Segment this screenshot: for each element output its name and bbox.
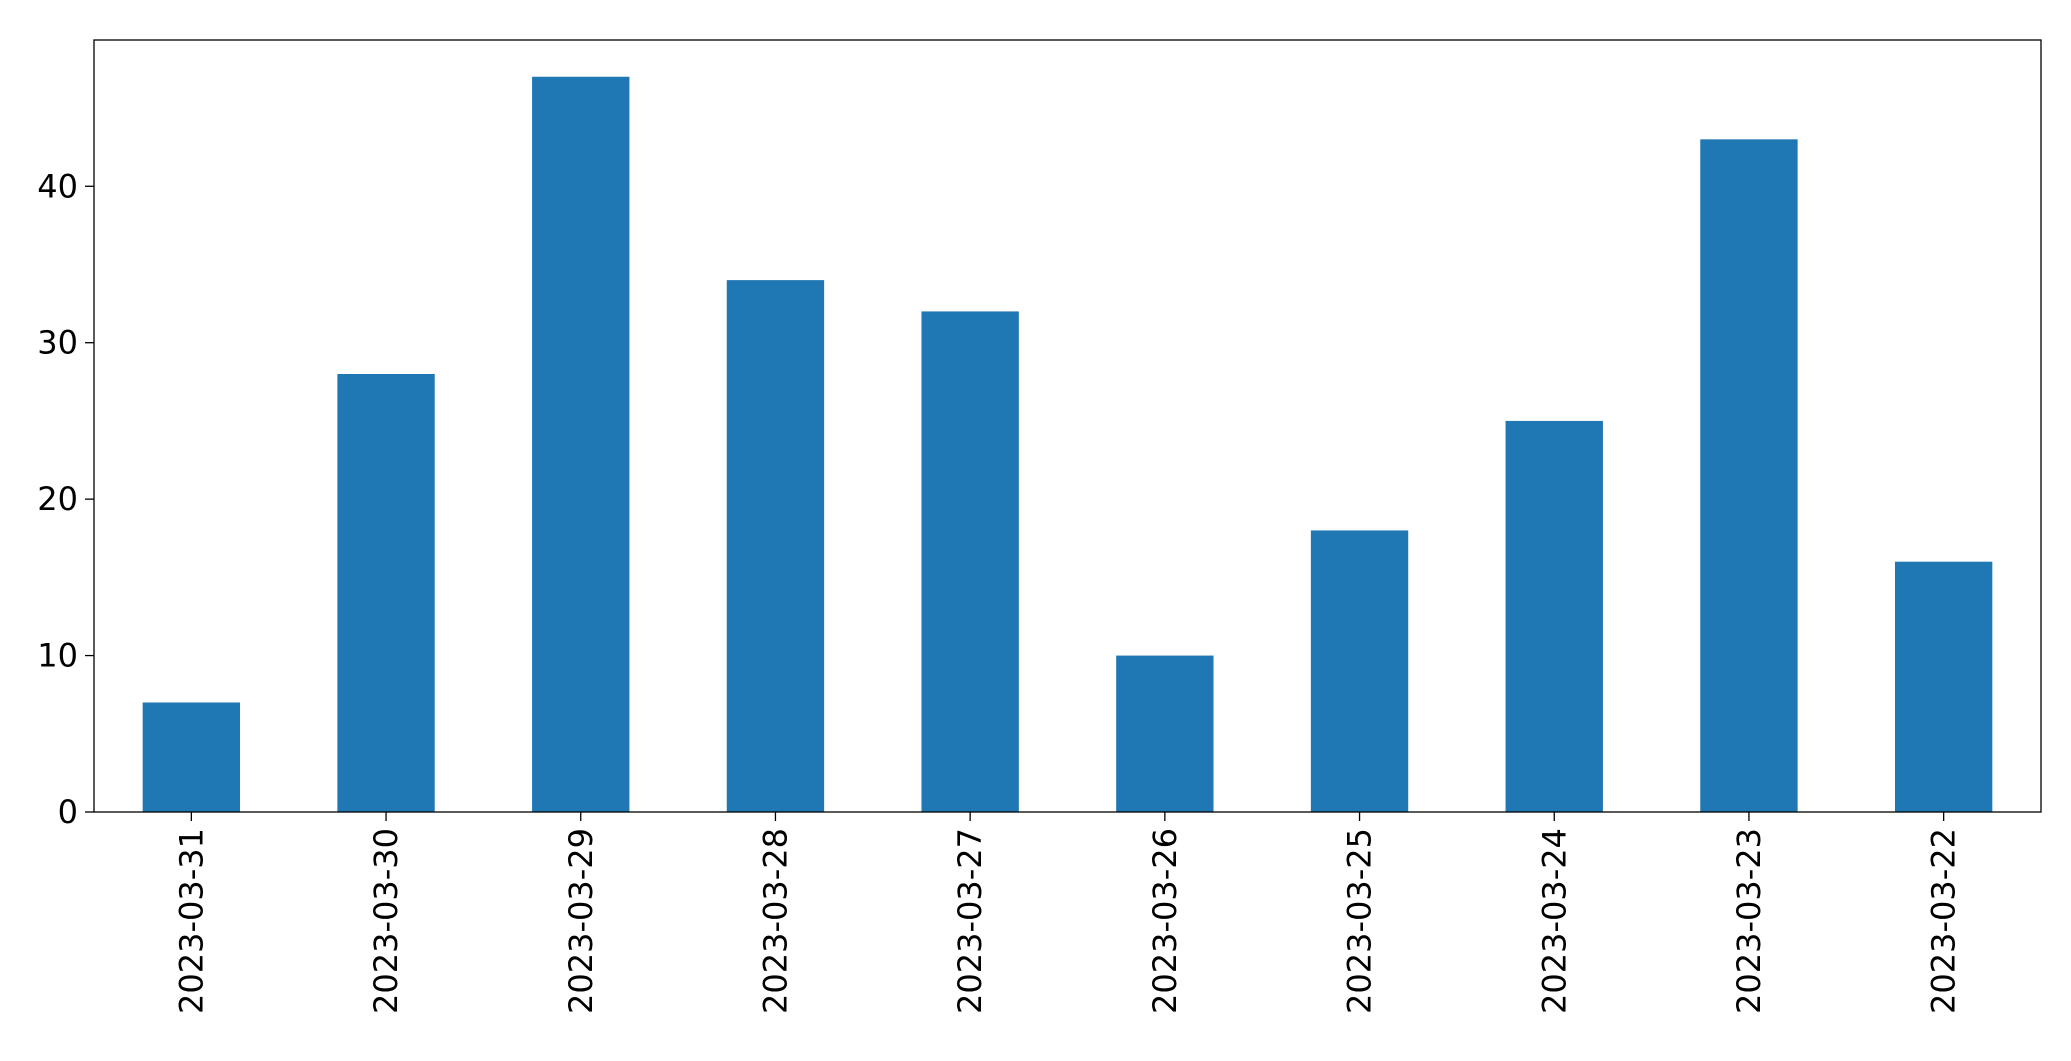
y-tick-label: 30 xyxy=(37,324,78,362)
bar xyxy=(1310,530,1409,812)
bar xyxy=(1700,139,1798,813)
y-tick-label: 20 xyxy=(37,480,78,518)
bar xyxy=(921,311,1019,812)
plot-frame xyxy=(93,39,2042,813)
x-tick-label: 2023-03-30 xyxy=(367,828,405,1014)
x-tick-label: 2023-03-22 xyxy=(1925,828,1963,1014)
x-tick-label: 2023-03-27 xyxy=(951,828,989,1014)
bar xyxy=(726,280,825,813)
y-tick-label: 10 xyxy=(37,637,78,675)
bar xyxy=(1894,561,1993,812)
x-tick-label: 2023-03-29 xyxy=(562,828,600,1014)
y-tick-label: 0 xyxy=(58,793,78,831)
bar xyxy=(1505,420,1603,812)
x-tick-label: 2023-03-28 xyxy=(756,828,794,1014)
bar xyxy=(142,702,241,812)
bar xyxy=(532,76,630,812)
x-tick-label: 2023-03-26 xyxy=(1146,828,1184,1014)
x-tick-label: 2023-03-31 xyxy=(172,828,210,1014)
x-tick-label: 2023-03-25 xyxy=(1341,828,1379,1014)
y-tick-label: 40 xyxy=(37,167,78,205)
x-tick-label: 2023-03-23 xyxy=(1730,828,1768,1014)
bar xyxy=(1116,655,1214,812)
x-tick-label: 2023-03-24 xyxy=(1535,828,1573,1014)
bar xyxy=(337,373,435,812)
